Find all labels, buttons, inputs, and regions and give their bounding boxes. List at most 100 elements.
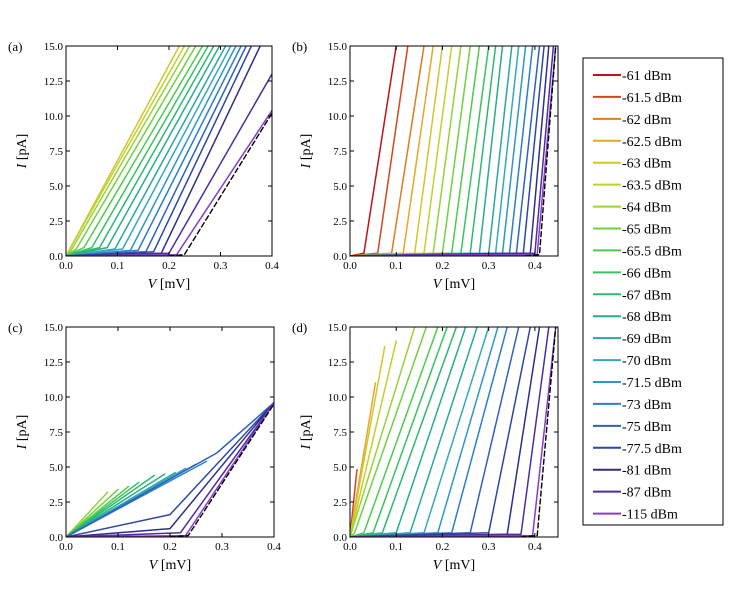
panel-label: (b) [292, 39, 307, 54]
dashed-reference-line [169, 403, 274, 537]
series-line-13 [350, 327, 499, 537]
y-tick-label: 5.0 [49, 181, 63, 193]
series-group [350, 327, 557, 537]
series-line-3 [350, 345, 386, 537]
plot-frame [349, 326, 559, 538]
y-tick-label: 12.5 [44, 357, 64, 369]
x-tick-label: 0.4 [528, 260, 542, 272]
series-line-10 [350, 46, 497, 256]
legend-entry: -70 dBm [622, 354, 672, 369]
y-tick-label: 10.0 [328, 392, 348, 404]
x-tick-label: 0.1 [111, 541, 125, 553]
x-tick-label: 0.3 [482, 260, 496, 272]
y-axis-variable: I [299, 162, 314, 169]
y-axis-label: I [pA] [299, 134, 314, 170]
y-tick-label: 10.0 [44, 111, 64, 123]
panel-d: 0.0 2.5 5.0 7.5 10.0 12.5 15.0 0.0 0.1 0.2 0.3 0.4 V… [292, 320, 559, 573]
y-tick-label: 12.5 [328, 357, 348, 369]
y-axis-unit: [pA] [299, 134, 314, 164]
panel-label: (a) [8, 39, 22, 54]
series-line-16 [350, 46, 541, 256]
y-tick-label: 7.5 [49, 146, 63, 158]
x-tick-label: 0.0 [59, 541, 73, 553]
y-tick-label: 5.0 [333, 181, 347, 193]
legend-entry: -67 dBm [622, 288, 672, 303]
series-line-16 [66, 109, 272, 256]
x-tick-label: 0.2 [436, 260, 450, 272]
y-tick-label: 15.0 [328, 41, 348, 53]
series-group [66, 46, 272, 256]
series-line-20 [350, 46, 557, 256]
x-tick-label: 0.0 [59, 260, 73, 272]
y-tick-label: 12.5 [44, 76, 64, 88]
legend-entry: -69 dBm [622, 332, 672, 347]
y-axis-unit: [pA] [299, 415, 314, 445]
x-tick-label: 0.3 [214, 260, 228, 272]
x-tick-label: 0.1 [389, 541, 403, 553]
series-line-7 [350, 327, 439, 537]
legend-entry: -115 dBm [622, 508, 678, 523]
legend-entry: -62 dBm [622, 113, 672, 128]
y-tick-label: 5.0 [49, 462, 63, 474]
dashed-reference-line [520, 327, 557, 537]
y-tick-label: 2.5 [49, 216, 63, 228]
y-tick-label: 5.0 [333, 462, 347, 474]
legend-entry: -65 dBm [622, 222, 672, 237]
series-group [66, 401, 274, 537]
legend: -61 dBm -61.5 dBm -62 dBm -62.5 dBm -63 dBm -… [582, 57, 724, 526]
series-line-0 [350, 46, 397, 256]
series-line-16 [350, 327, 532, 537]
y-axis-unit: [pA] [15, 415, 30, 445]
series-line-13 [350, 46, 520, 256]
x-tick-label: 0.1 [389, 260, 403, 272]
legend-entry: -75 dBm [622, 420, 672, 435]
x-tick-label: 0.4 [267, 541, 281, 553]
x-tick-label: 0.1 [111, 260, 125, 272]
x-tick-label: 0.2 [436, 541, 450, 553]
x-axis-variable: V [433, 277, 443, 292]
x-tick-label: 0.4 [265, 260, 279, 272]
y-axis-label: I [pA] [299, 415, 314, 451]
series-line-8 [350, 46, 481, 256]
y-tick-label: 2.5 [333, 216, 347, 228]
y-tick-label: 0.0 [333, 532, 347, 544]
series-line-11 [350, 46, 504, 256]
y-tick-label: 0.0 [49, 532, 63, 544]
legend-entry: -73 dBm [622, 398, 672, 413]
series-line-9 [350, 327, 458, 537]
x-axis-variable: V [149, 558, 159, 573]
x-axis-unit: [mV] [441, 277, 475, 292]
series-line-4 [66, 46, 204, 256]
series-line-6 [66, 46, 215, 256]
series-line-5 [66, 46, 209, 256]
x-axis-label: V [mV] [149, 558, 191, 573]
x-axis-unit: [mV] [157, 558, 191, 573]
series-line-2 [350, 46, 425, 256]
panel-a: 0.0 2.5 5.0 7.5 10.0 12.5 15.0 0.0 0.1 0.2 0.3 0.4 V… [8, 39, 279, 292]
y-tick-label: 10.0 [44, 392, 64, 404]
y-axis-variable: I [299, 443, 314, 450]
panel-b: 0.0 2.5 5.0 7.5 10.0 12.5 15.0 0.0 0.1 0.2 0.3 0.4 V… [292, 39, 559, 292]
y-tick-label: 7.5 [333, 427, 347, 439]
legend-entry: -64 dBm [622, 201, 672, 216]
y-tick-label: 15.0 [44, 41, 64, 53]
series-line-1 [66, 46, 186, 256]
x-axis-variable: V [148, 277, 158, 292]
series-line-18 [350, 327, 550, 537]
legend-entry: -61.5 dBm [622, 91, 682, 106]
y-tick-label: 12.5 [328, 76, 348, 88]
y-tick-label: 7.5 [333, 146, 347, 158]
series-line-15 [66, 73, 272, 256]
x-axis-variable: V [433, 558, 443, 573]
panel-c: 0.0 2.5 5.0 7.5 10.0 12.5 15.0 0.0 0.1 0.2 0.3 0.4 V… [8, 320, 281, 573]
legend-entry: -61 dBm [622, 69, 672, 84]
x-tick-label: 0.0 [343, 541, 357, 553]
legend-entry: -66 dBm [622, 266, 672, 281]
x-axis-unit: [mV] [441, 558, 475, 573]
plot-frame [65, 326, 275, 538]
panel-label: (c) [8, 320, 22, 335]
y-tick-label: 0.0 [49, 251, 63, 263]
x-axis-label: V [mV] [433, 558, 475, 573]
plot-panels: 0.0 2.5 5.0 7.5 10.0 12.5 15.0 0.0 0.1 0.2 0.3 0.4 V… [8, 39, 559, 573]
